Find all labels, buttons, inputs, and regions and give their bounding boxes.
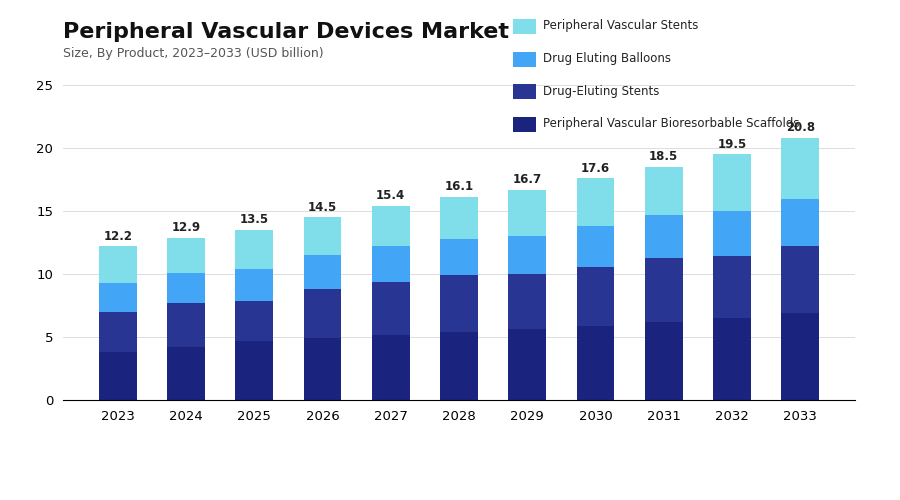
Text: WIDE RANGE OF GLOBAL MARKET REPORTS: WIDE RANGE OF GLOBAL MARKET REPORTS xyxy=(684,472,850,482)
Bar xyxy=(372,334,410,400)
Bar xyxy=(781,138,819,198)
Bar xyxy=(236,230,273,269)
Bar xyxy=(303,289,341,339)
Bar xyxy=(645,322,682,400)
Bar xyxy=(781,246,819,313)
Bar xyxy=(372,206,410,246)
Text: 20.8: 20.8 xyxy=(786,122,815,134)
Bar xyxy=(645,258,682,322)
Bar xyxy=(303,255,341,289)
Text: The Market will Grow: The Market will Grow xyxy=(18,454,159,466)
Text: 5.6%: 5.6% xyxy=(129,450,213,480)
Bar xyxy=(372,282,410,335)
Bar xyxy=(508,274,546,330)
Text: 15.4: 15.4 xyxy=(376,190,405,202)
Bar xyxy=(167,347,205,400)
Bar xyxy=(577,226,615,266)
Text: 17.6: 17.6 xyxy=(580,162,610,174)
Text: 13.5: 13.5 xyxy=(239,213,269,226)
Text: $20.8B: $20.8B xyxy=(472,450,590,480)
Text: Size, By Product, 2023–2033 (USD billion): Size, By Product, 2023–2033 (USD billion… xyxy=(63,48,324,60)
Bar xyxy=(577,266,615,326)
Bar xyxy=(440,198,478,239)
Bar xyxy=(440,239,478,276)
Bar xyxy=(713,154,751,211)
Bar xyxy=(781,198,819,246)
Text: size for 2033 in USD: size for 2033 in USD xyxy=(315,473,449,486)
Text: 19.5: 19.5 xyxy=(717,138,747,150)
Bar xyxy=(645,215,682,258)
Bar xyxy=(508,190,546,236)
Text: At the CAGR of: At the CAGR of xyxy=(18,473,117,486)
Bar xyxy=(440,276,478,332)
Bar xyxy=(372,246,410,282)
Text: ✓ MarketResearch: ✓ MarketResearch xyxy=(684,448,828,462)
Bar xyxy=(167,238,205,273)
Bar xyxy=(236,269,273,300)
Bar xyxy=(167,303,205,347)
Text: 16.1: 16.1 xyxy=(445,180,473,194)
Text: 14.5: 14.5 xyxy=(308,200,338,213)
Bar xyxy=(577,326,615,400)
Text: Drug Eluting Balloons: Drug Eluting Balloons xyxy=(543,52,670,65)
Bar xyxy=(781,313,819,400)
Bar xyxy=(713,211,751,256)
Bar xyxy=(99,246,137,283)
Bar xyxy=(577,178,615,226)
Text: Peripheral Vascular Devices Market: Peripheral Vascular Devices Market xyxy=(63,22,509,42)
Text: 18.5: 18.5 xyxy=(649,150,679,164)
Text: Drug-Eluting Stents: Drug-Eluting Stents xyxy=(543,84,659,98)
Text: 12.2: 12.2 xyxy=(104,230,132,242)
Bar xyxy=(99,352,137,400)
Bar xyxy=(99,283,137,312)
Bar xyxy=(440,332,478,400)
Bar xyxy=(236,341,273,400)
Bar xyxy=(236,300,273,341)
Bar xyxy=(508,236,546,274)
Text: Peripheral Vascular Bioresorbable Scaffolds: Peripheral Vascular Bioresorbable Scaffo… xyxy=(543,117,799,130)
Bar xyxy=(167,273,205,303)
Bar xyxy=(645,167,682,215)
Text: 16.7: 16.7 xyxy=(513,173,542,186)
Text: The forecasted market: The forecasted market xyxy=(315,454,466,466)
Text: 12.9: 12.9 xyxy=(172,221,201,234)
Bar xyxy=(713,318,751,400)
Bar xyxy=(303,218,341,255)
Bar xyxy=(508,330,546,400)
Text: Peripheral Vascular Stents: Peripheral Vascular Stents xyxy=(543,20,698,32)
Bar xyxy=(99,312,137,352)
Bar xyxy=(303,338,341,400)
Bar xyxy=(713,256,751,318)
